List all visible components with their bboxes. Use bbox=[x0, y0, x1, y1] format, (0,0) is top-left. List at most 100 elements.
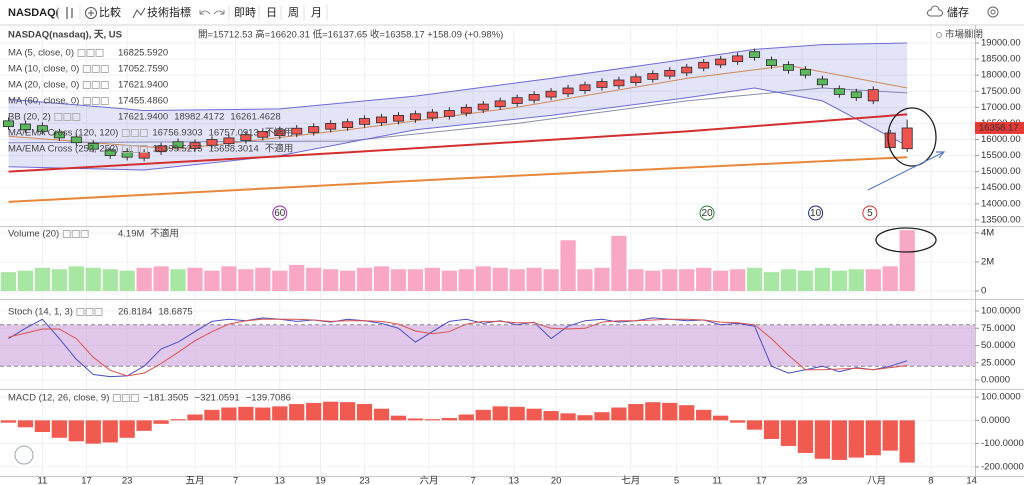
legend-value: 17455.4860 bbox=[118, 96, 168, 107]
y-tick-label: 25.0000 bbox=[981, 357, 1015, 368]
bar bbox=[51, 420, 67, 438]
interval-button[interactable]: 月 bbox=[311, 7, 322, 19]
event-marker-label: 10 bbox=[810, 208, 822, 219]
bar bbox=[255, 407, 271, 421]
bar bbox=[848, 420, 864, 458]
settings-icon[interactable] bbox=[987, 6, 999, 18]
bar bbox=[492, 267, 508, 292]
y-tick-label: 0.0000 bbox=[981, 415, 1010, 426]
x-tick-label: 五月 bbox=[185, 476, 204, 485]
candle-body bbox=[138, 151, 150, 159]
legend-label: Volume (20) bbox=[8, 229, 59, 240]
bar bbox=[68, 266, 84, 292]
candle-body bbox=[87, 142, 99, 150]
bar bbox=[458, 269, 474, 292]
save-button[interactable]: 儲存 bbox=[947, 5, 969, 19]
candle-body bbox=[53, 131, 65, 139]
bar bbox=[170, 269, 186, 292]
event-marker-label: 20 bbox=[702, 208, 714, 219]
bar bbox=[746, 420, 763, 430]
candle-body bbox=[664, 69, 676, 77]
ohlc-readout: 開=15712.53 高=16620.31 低=16137.65 收=16358… bbox=[198, 29, 503, 41]
candle-body bbox=[342, 121, 354, 128]
bar bbox=[373, 408, 390, 421]
legend-label: BB (20, 2) bbox=[8, 112, 51, 123]
candle-body bbox=[477, 103, 489, 111]
stoch-line bbox=[8, 318, 908, 377]
bar bbox=[34, 267, 51, 292]
legend-icon bbox=[94, 308, 103, 316]
indicators-icon[interactable] bbox=[132, 7, 146, 19]
candle-body bbox=[240, 134, 252, 141]
candle-body bbox=[443, 110, 455, 117]
compare-icon[interactable] bbox=[85, 7, 97, 19]
compare-button[interactable]: 比較 bbox=[99, 5, 121, 19]
bar bbox=[679, 405, 695, 421]
bar bbox=[458, 414, 474, 421]
bar bbox=[306, 267, 322, 292]
candle-body bbox=[782, 64, 794, 71]
bar-style-icon[interactable] bbox=[66, 7, 73, 19]
candle-body bbox=[647, 73, 659, 80]
indicators-button[interactable]: 技術指標 bbox=[147, 5, 191, 19]
y-tick-label: 50.0000 bbox=[981, 340, 1015, 351]
bar bbox=[221, 407, 237, 421]
bar bbox=[713, 415, 729, 421]
interval-button[interactable]: 周 bbox=[288, 6, 299, 19]
legend-value: 16756.9303 bbox=[152, 128, 202, 139]
x-tick-label: 19 bbox=[315, 476, 326, 485]
x-tick-label: 23 bbox=[122, 476, 133, 485]
symbol-search[interactable]: NASDAQ( bbox=[8, 7, 60, 19]
bar bbox=[594, 267, 610, 292]
undo-redo[interactable] bbox=[199, 10, 225, 15]
legend-icon bbox=[139, 145, 148, 153]
y-tick-label: 4M bbox=[981, 227, 994, 238]
bar bbox=[560, 240, 576, 292]
legend-label: MA (10, close, 0) bbox=[8, 64, 79, 75]
y-tick-label: 75.0000 bbox=[981, 323, 1015, 334]
bar bbox=[373, 266, 390, 292]
candle-body bbox=[494, 100, 506, 108]
legend-label: MA/EMA Cross (252, 252) bbox=[8, 144, 118, 155]
bar bbox=[187, 414, 203, 421]
legend-icon bbox=[82, 65, 91, 73]
chart-title: NASDAQ(nasdaq), 天, US bbox=[8, 30, 122, 41]
interval-button[interactable]: 即時 bbox=[234, 6, 256, 19]
legend-value: 18982.4172 bbox=[174, 112, 224, 123]
candle-body bbox=[799, 68, 811, 76]
bar bbox=[407, 269, 424, 292]
candle-body bbox=[206, 139, 218, 146]
bar bbox=[780, 269, 797, 292]
stoch-band bbox=[0, 324, 975, 367]
bar bbox=[289, 264, 305, 292]
bar bbox=[645, 402, 661, 421]
bar bbox=[729, 420, 746, 423]
candle-body bbox=[528, 94, 540, 101]
event-marker bbox=[808, 205, 824, 221]
candle-body bbox=[850, 91, 862, 99]
bar bbox=[356, 404, 373, 421]
legend-icon bbox=[121, 394, 130, 402]
bar bbox=[119, 420, 135, 438]
legend-icon bbox=[121, 145, 130, 153]
bar bbox=[560, 413, 576, 421]
bar bbox=[356, 267, 373, 292]
bar bbox=[51, 269, 67, 292]
bar bbox=[746, 267, 763, 292]
legend-value: 18.6875 bbox=[158, 307, 192, 318]
bar bbox=[645, 270, 661, 292]
interval-button[interactable]: 日 bbox=[266, 7, 277, 19]
legend-value: 17052.7590 bbox=[118, 64, 168, 75]
indicator-line bbox=[8, 156, 908, 203]
annotation-arrow bbox=[867, 151, 946, 191]
legend-icon bbox=[139, 129, 148, 137]
y-tick-label: 2M bbox=[981, 256, 994, 267]
legend-icon bbox=[130, 394, 139, 402]
candle-body bbox=[2, 120, 14, 128]
stoch-line bbox=[8, 317, 908, 378]
event-marker bbox=[862, 205, 878, 221]
legend-icon bbox=[91, 97, 100, 105]
candle-body bbox=[325, 123, 337, 130]
x-tick-label: 7 bbox=[233, 476, 238, 485]
